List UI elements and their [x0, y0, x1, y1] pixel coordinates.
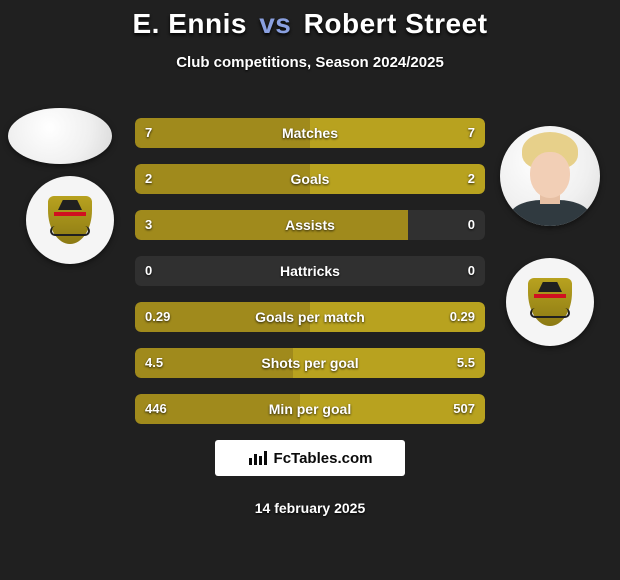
snapshot-date: 14 february 2025 — [0, 500, 620, 516]
player2-name: Robert Street — [304, 8, 488, 39]
club-crest-icon — [40, 190, 100, 250]
stat-label: Matches — [135, 118, 485, 148]
stat-row: 30Assists — [135, 210, 485, 240]
club-crest-icon — [520, 272, 580, 332]
player2-club-badge — [506, 258, 594, 346]
stat-row: 446507Min per goal — [135, 394, 485, 424]
stat-label: Hattricks — [135, 256, 485, 286]
subtitle: Club competitions, Season 2024/2025 — [0, 54, 620, 71]
stats-chart: 77Matches 22Goals 30Assists 00Hattricks 0.29… — [135, 118, 485, 440]
stat-label: Shots per goal — [135, 348, 485, 378]
stat-label: Goals per match — [135, 302, 485, 332]
stat-label: Assists — [135, 210, 485, 240]
player1-club-badge — [26, 176, 114, 264]
bar-chart-icon — [248, 450, 268, 466]
stat-row: 00Hattricks — [135, 256, 485, 286]
stat-row: 4.55.5Shots per goal — [135, 348, 485, 378]
player1-name: E. Ennis — [132, 8, 246, 39]
stat-row: 77Matches — [135, 118, 485, 148]
player2-face-illustration — [500, 126, 600, 226]
player1-avatar — [8, 108, 112, 164]
stat-label: Goals — [135, 164, 485, 194]
stat-row: 22Goals — [135, 164, 485, 194]
stat-label: Min per goal — [135, 394, 485, 424]
player2-avatar — [500, 126, 600, 226]
stat-row: 0.290.29Goals per match — [135, 302, 485, 332]
comparison-title: E. Ennis vs Robert Street — [0, 0, 620, 40]
vs-text: vs — [259, 8, 291, 39]
fctables-logo-text: FcTables.com — [274, 450, 373, 467]
fctables-logo: FcTables.com — [215, 440, 405, 476]
